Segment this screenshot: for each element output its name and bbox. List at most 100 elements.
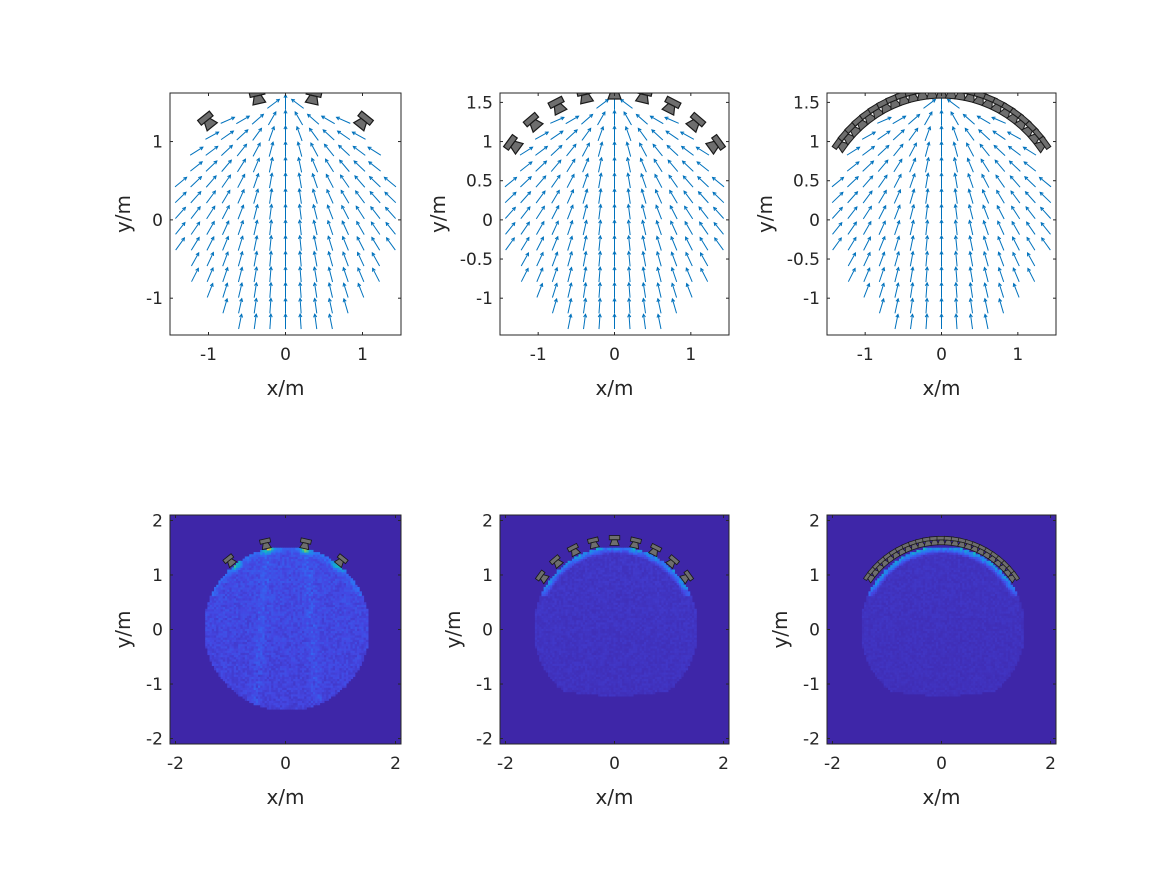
vector-arrow <box>297 234 303 251</box>
vector-arrow <box>312 250 318 267</box>
x-axis-label: x/m <box>595 376 633 400</box>
vector-arrow <box>190 175 203 188</box>
vector-arrow <box>342 297 349 314</box>
vector-arrow <box>237 250 244 267</box>
y-tick-label: 1.5 <box>466 93 493 113</box>
vector-arrow <box>312 266 318 283</box>
vector-arrow <box>308 127 319 141</box>
vector-arrow <box>668 174 678 188</box>
vector-arrow <box>680 145 694 156</box>
vector-arrow <box>655 204 663 220</box>
vector-arrow <box>641 313 646 330</box>
vector-arrow <box>952 141 959 157</box>
vector-arrow <box>924 313 929 330</box>
vector-arrow <box>597 297 602 314</box>
vector-arrow <box>909 157 917 173</box>
vector-arrow <box>597 141 604 157</box>
vector-arrow <box>283 219 288 236</box>
vector-arrow <box>342 282 349 298</box>
vector-arrow <box>283 234 288 251</box>
vector-arrow <box>550 159 562 172</box>
vector-arrow <box>946 98 960 109</box>
plot-area <box>500 515 729 744</box>
vector-arrow <box>1022 146 1037 156</box>
vector-arrow <box>253 172 260 189</box>
vector-arrow <box>893 173 902 188</box>
vector-arrow <box>954 281 959 298</box>
vector-arrow <box>298 313 303 330</box>
vector-arrow <box>982 250 989 267</box>
vector-arrow <box>206 190 217 204</box>
vector-arrow <box>283 250 288 267</box>
vector-arrow <box>339 174 350 188</box>
vector-arrow <box>846 146 861 156</box>
vector-arrow <box>925 219 930 236</box>
vector-arrow <box>863 236 871 251</box>
vector-arrow <box>939 140 944 157</box>
y-tick-label: 1.5 <box>793 93 820 113</box>
vector-arrow <box>322 129 335 141</box>
vector-arrow <box>222 297 229 314</box>
vector-arrow <box>951 125 959 142</box>
vector-arrow <box>297 219 302 236</box>
vector-arrow <box>953 187 958 204</box>
vector-arrow <box>924 297 929 314</box>
vector-arrow <box>924 141 931 157</box>
vector-arrow <box>627 297 632 314</box>
y-tick-label: 1 <box>152 566 163 586</box>
vector-arrow <box>222 251 229 267</box>
vector-arrow <box>550 144 563 157</box>
vector-arrow <box>221 189 231 204</box>
vector-arrow <box>981 173 990 188</box>
vector-arrow <box>269 172 274 189</box>
vector-arrow <box>939 125 944 142</box>
vector-arrow <box>252 142 261 157</box>
vector-arrow <box>612 187 617 204</box>
loudspeaker-icon <box>837 127 856 146</box>
vector-arrow <box>1038 176 1052 188</box>
vector-arrow <box>1039 206 1052 219</box>
vector-arrow <box>909 172 916 189</box>
vector-arrow <box>714 237 724 251</box>
vector-arrow <box>551 282 558 298</box>
x-axis-label: x/m <box>266 785 304 809</box>
loudspeaker-icon <box>661 95 682 117</box>
vector-arrow <box>327 250 334 267</box>
y-tick-label: 0 <box>809 211 820 231</box>
vector-arrow <box>1011 205 1021 220</box>
x-axis-label: x/m <box>266 376 304 400</box>
vector-arrow <box>671 297 678 314</box>
vector-arrow <box>894 266 900 283</box>
vector-arrow <box>846 161 860 172</box>
vector-arrow <box>297 172 302 189</box>
vector-arrow <box>326 188 334 204</box>
vector-arrow <box>925 250 930 267</box>
vector-arrow <box>1027 267 1036 282</box>
vector-arrow <box>612 281 617 298</box>
vector-arrow <box>978 129 991 141</box>
vector-arrow <box>682 175 694 188</box>
vector-arrow <box>939 297 944 314</box>
y-tick-label: -2 <box>146 730 163 750</box>
vector-arrow <box>991 116 1006 124</box>
y-tick-label: -0.5 <box>460 250 493 270</box>
vector-arrow <box>583 313 588 330</box>
vector-arrow <box>505 237 515 251</box>
vector-arrow <box>384 191 397 204</box>
vector-arrow <box>326 204 334 220</box>
vector-arrow <box>878 189 887 204</box>
vector-arrow <box>968 281 974 298</box>
vector-arrow <box>641 250 647 267</box>
vector-arrow <box>205 145 219 156</box>
vector-arrow <box>641 219 647 236</box>
vector-arrow <box>966 142 975 157</box>
loudspeaker-icon <box>608 535 621 546</box>
vector-arrow <box>925 156 931 173</box>
vector-arrow <box>1010 190 1021 204</box>
vector-arrow <box>337 144 350 157</box>
vector-arrow <box>847 252 856 267</box>
vector-arrow <box>980 158 990 173</box>
vector-arrow <box>550 116 565 124</box>
x-axis-label: x/m <box>922 376 960 400</box>
vector-arrow <box>831 176 845 188</box>
